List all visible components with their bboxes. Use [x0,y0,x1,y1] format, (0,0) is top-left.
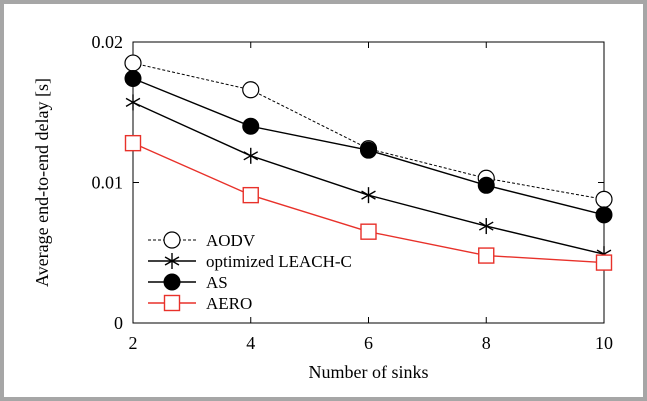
legend-item-optimized-leach-c: optimized LEACH-C [148,252,352,271]
series-line-aodv [132,62,605,200]
legend-marker-as [163,273,181,291]
legend-item-aodv: AODV [148,231,256,250]
x-tick-label: 6 [364,333,373,353]
legend-label-aero: AERO [206,294,252,313]
x-tick-label: 4 [246,333,255,353]
data-point-aero [360,223,377,240]
plot-area-border [132,41,605,324]
data-point-aodv [242,81,260,99]
data-point-aero [478,247,495,264]
y-axis-label: Average end-to-end delay [s] [32,78,52,287]
legend: AODV optimized LEACH-C AS AERO [148,231,352,313]
data-point-aero [242,186,259,204]
data-point-as [477,176,495,194]
x-tick-label: 8 [482,333,491,353]
legend-marker-aero [163,294,181,312]
data-point-as [124,70,142,88]
legend-label-aodv: AODV [206,231,256,250]
x-tick-label: 10 [595,333,613,353]
data-point-optimized-leach-c [478,218,494,235]
data-point-aero [124,134,142,152]
data-point-as [595,206,613,224]
y-tick-label: 0.02 [92,32,124,52]
y-tick-label: 0.01 [92,173,124,193]
data-point-optimized-leach-c [361,187,376,204]
data-point-as [242,117,260,135]
data-point-as [360,141,377,159]
series-as [124,70,613,224]
data-point-aodv [595,190,613,208]
y-tick-label: 0 [114,313,123,333]
legend-item-aero: AERO [148,294,252,313]
data-point-aero [595,254,613,271]
legend-marker-optimized-leach-c [164,253,180,269]
legend-item-as: AS [148,273,228,292]
legend-label-optimized-leach-c: optimized LEACH-C [206,252,352,271]
x-tick-label: 2 [129,333,138,353]
data-point-aodv [124,54,142,72]
x-axis-label: Number of sinks [309,362,429,382]
legend-marker-aodv [163,231,181,249]
data-point-optimized-leach-c [243,147,259,164]
data-point-optimized-leach-c [125,94,141,111]
legend-label-as: AS [206,273,228,292]
series-aero [124,134,613,271]
series-optimized-leach-c [125,94,612,263]
